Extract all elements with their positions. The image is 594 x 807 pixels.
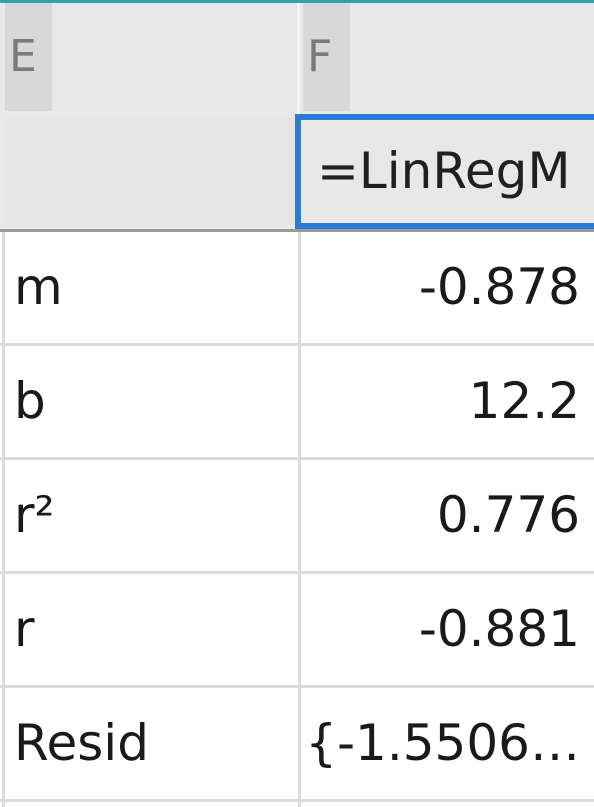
cell-f-value[interactable]: 0.776 [436,486,580,544]
formula-cell-f-selected[interactable]: =LinRegM [295,114,594,229]
table-row: r -0.881 [0,574,594,688]
window-top-edge [0,0,594,3]
table-row: m -0.878 [0,232,594,346]
table-row: Resid {-1.5506… [0,688,594,802]
cell-e-label[interactable]: r [14,600,35,658]
formula-row: =LinRegM [0,114,594,229]
column-header-e[interactable]: E [5,3,52,111]
cell-e-label[interactable]: m [14,258,63,316]
table-row: r² 0.776 [0,460,594,574]
column-header-f[interactable]: F [303,3,350,111]
column-header-divider[interactable] [297,3,300,114]
cell-f-value[interactable]: 12.2 [468,372,580,430]
header-separator [0,229,594,232]
grid-line-e-f [298,232,301,807]
cell-e-label[interactable]: b [14,372,46,430]
cell-f-value[interactable]: -0.881 [418,600,580,658]
cell-f-value[interactable]: {-1.5506… [305,714,580,772]
cell-f-value[interactable]: -0.878 [418,258,580,316]
cell-e-label[interactable]: r² [14,486,55,544]
grid-line-left [2,232,5,807]
table-row: b 12.2 [0,346,594,460]
column-header-row: E F [0,3,594,114]
cell-e-label[interactable]: Resid [14,714,149,772]
formula-cell-e[interactable] [5,117,297,226]
spreadsheet: E F =LinRegM m -0.878 b 12.2 r² 0.776 r … [0,3,594,807]
